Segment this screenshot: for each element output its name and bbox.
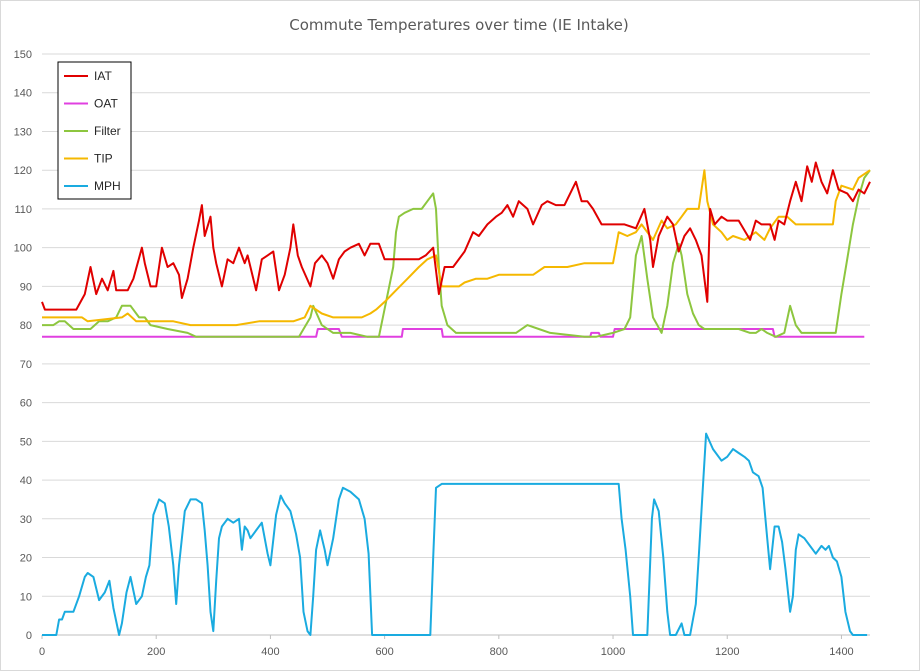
x-tick-label: 200	[147, 646, 165, 658]
series-line-mph	[42, 432, 868, 636]
x-tick-label: 0	[39, 646, 45, 658]
y-tick-label: 30	[20, 514, 32, 526]
x-tick-label: 800	[490, 646, 508, 658]
axis-tick-labels: 0 10 20 30 40 50 60 70 80 90 100 110 120 130 140 150 0 20…	[14, 49, 854, 658]
y-tick-label: 70	[20, 359, 32, 371]
y-tick-label: 10	[20, 591, 32, 603]
y-tick-label: 60	[20, 398, 32, 410]
legend-label: OAT	[94, 97, 118, 111]
series-line-iat	[41, 161, 871, 311]
y-tick-label: 90	[20, 281, 32, 293]
y-tick-label: 100	[14, 243, 32, 255]
y-tick-label: 120	[14, 165, 32, 177]
y-tick-label: 130	[14, 126, 32, 138]
series-line-oat	[42, 328, 865, 338]
x-tick-label: 1200	[715, 646, 739, 658]
x-tick-label: 1000	[601, 646, 625, 658]
legend-label: TIP	[94, 152, 113, 166]
series-line-filter	[42, 169, 871, 338]
y-tick-label: 40	[20, 475, 32, 487]
y-tick-label: 140	[14, 88, 32, 100]
x-tick-label: 400	[261, 646, 279, 658]
y-tick-label: 50	[20, 436, 32, 448]
series-line-tip	[42, 169, 871, 327]
x-tick-label: 600	[375, 646, 393, 658]
y-tick-label: 150	[14, 49, 32, 61]
series-lines	[41, 161, 871, 636]
legend-label: IAT	[94, 69, 112, 83]
y-tick-label: 0	[26, 630, 32, 642]
y-tick-label: 80	[20, 320, 32, 332]
legend-label: MPH	[94, 179, 121, 193]
chart-title: Commute Temperatures over time (IE Intak…	[289, 16, 629, 34]
y-tick-label: 20	[20, 553, 32, 565]
legend-label: Filter	[94, 124, 121, 138]
y-tick-label: 110	[14, 204, 32, 216]
legend: IAT OAT Filter TIP MPH	[57, 61, 132, 200]
x-tick-label: 1400	[829, 646, 853, 658]
gridlines	[42, 53, 870, 636]
